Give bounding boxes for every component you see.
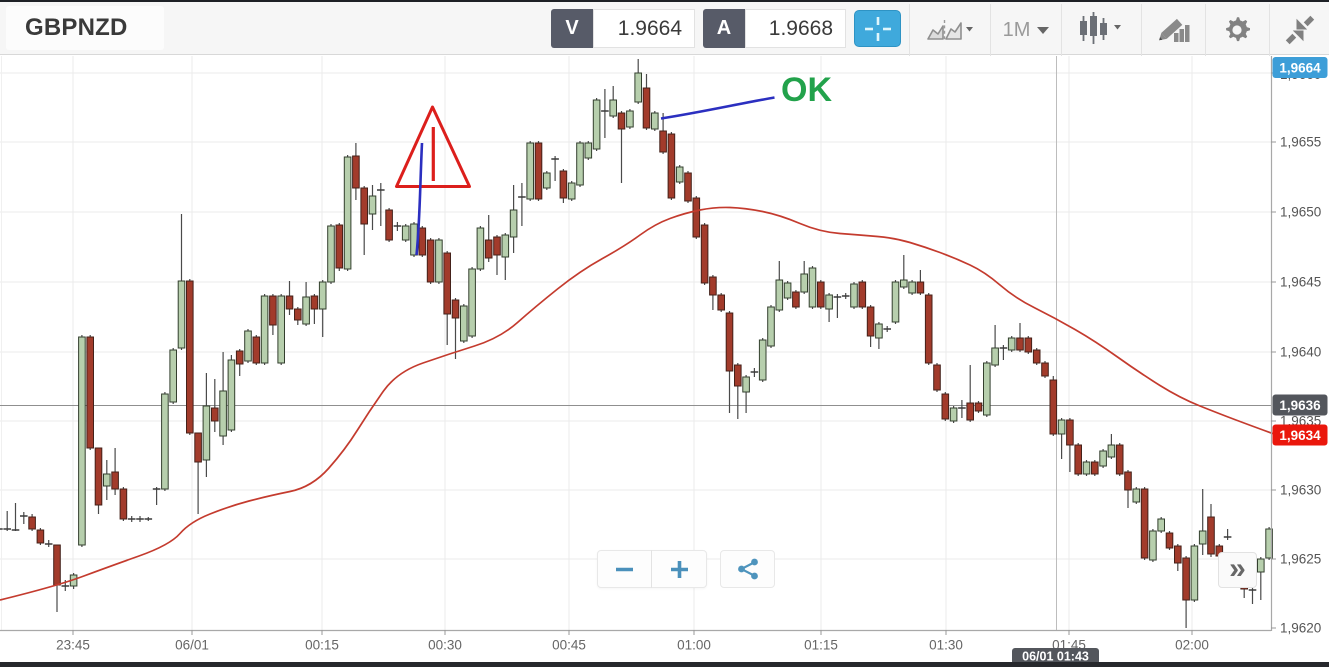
svg-text:02:00: 02:00 (1175, 638, 1209, 653)
svg-text:1,9620: 1,9620 (1280, 621, 1321, 636)
svg-text:00:45: 00:45 (552, 638, 586, 653)
svg-text:06/01: 06/01 (175, 638, 209, 653)
svg-text:1,9655: 1,9655 (1280, 135, 1321, 150)
svg-text:1,9650: 1,9650 (1280, 205, 1321, 220)
svg-text:01:00: 01:00 (677, 638, 711, 653)
svg-text:1,9634: 1,9634 (1279, 428, 1321, 443)
svg-text:1,9664: 1,9664 (1279, 61, 1321, 76)
svg-text:1,9625: 1,9625 (1280, 552, 1321, 567)
svg-text:23:45: 23:45 (56, 638, 90, 653)
svg-text:00:15: 00:15 (305, 638, 339, 653)
svg-text:00:30: 00:30 (428, 638, 462, 653)
svg-text:06/01 01:43: 06/01 01:43 (1022, 650, 1089, 664)
svg-text:01:15: 01:15 (804, 638, 838, 653)
svg-text:1,9645: 1,9645 (1280, 275, 1321, 290)
svg-text:1,9636: 1,9636 (1279, 398, 1321, 413)
svg-text:OK: OK (781, 71, 832, 109)
svg-text:1,9640: 1,9640 (1280, 345, 1321, 360)
svg-text:01:30: 01:30 (929, 638, 963, 653)
svg-text:1,9630: 1,9630 (1280, 483, 1321, 498)
